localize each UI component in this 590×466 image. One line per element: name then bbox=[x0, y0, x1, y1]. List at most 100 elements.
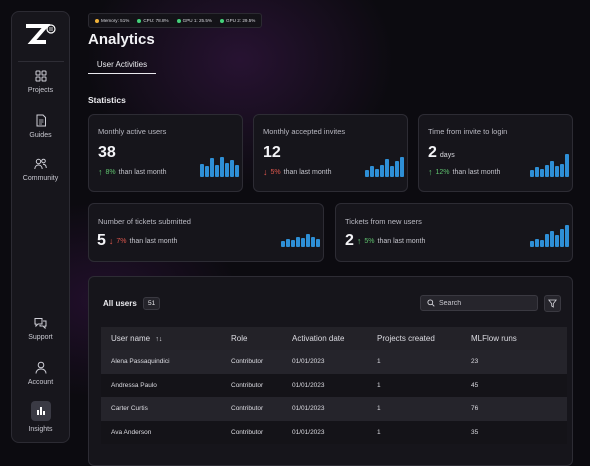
panel-title: All users bbox=[103, 299, 137, 308]
memory-usage: Memory: 51% bbox=[95, 18, 129, 23]
sidebar-item-label: Projects bbox=[27, 87, 54, 94]
cell-role: Contributor bbox=[231, 350, 292, 374]
sparkline-chart bbox=[365, 153, 404, 177]
sidebar-item-insights[interactable]: Insights bbox=[12, 401, 69, 433]
stat-card-monthly-active-users: Monthly active users 38 ↑ 8% than last m… bbox=[88, 114, 243, 192]
stat-trend: ↑ 12% than last month bbox=[428, 168, 500, 177]
gpu2-usage: GPU 2: 29.5% bbox=[220, 18, 255, 23]
cell-activation-date: 01/01/2023 bbox=[292, 350, 377, 374]
sparkline-bar bbox=[301, 238, 305, 247]
cell-projects-created: 1 bbox=[377, 350, 471, 374]
grid-icon bbox=[35, 70, 46, 82]
cell-projects-created: 1 bbox=[377, 373, 471, 397]
cell-role: Contributor bbox=[231, 373, 292, 397]
gpu1-usage: GPU 1: 25.5% bbox=[176, 18, 212, 23]
user-count-badge: 51 bbox=[143, 297, 161, 310]
section-title: Statistics bbox=[88, 95, 126, 105]
search-box[interactable] bbox=[420, 295, 538, 311]
table-row[interactable]: Carter Curtis Contributor 01/01/2023 1 7… bbox=[101, 397, 567, 421]
sparkline-bar bbox=[560, 164, 564, 177]
sparkline-bar bbox=[545, 165, 549, 177]
sidebar: Projects Guides Community Support Accoun… bbox=[11, 11, 70, 443]
table-row[interactable]: Alena Passaquindici Contributor 01/01/20… bbox=[101, 350, 567, 374]
stat-title: Monthly accepted invites bbox=[263, 127, 346, 136]
cell-mlflow-runs: 23 bbox=[471, 350, 567, 374]
sparkline-bar bbox=[296, 237, 300, 247]
cell-mlflow-runs: 35 bbox=[471, 420, 567, 444]
cell-role: Contributor bbox=[231, 397, 292, 421]
sidebar-item-label: Insights bbox=[28, 426, 53, 433]
sparkline-bar bbox=[210, 158, 214, 177]
column-header-role: Role bbox=[231, 327, 292, 350]
sparkline-bar bbox=[385, 159, 389, 177]
user-icon bbox=[35, 361, 46, 374]
sparkline-bar bbox=[565, 225, 569, 247]
stat-number: 2 bbox=[428, 144, 437, 161]
status-dot bbox=[137, 18, 142, 23]
cell-user-name: Andressa Paulo bbox=[101, 373, 231, 397]
cell-mlflow-runs: 76 bbox=[471, 397, 567, 421]
search-icon bbox=[427, 299, 435, 307]
sparkline-chart bbox=[200, 153, 239, 177]
arrow-up-icon: ↑ bbox=[356, 235, 362, 246]
sparkline-bar bbox=[370, 166, 374, 177]
sidebar-item-community[interactable]: Community bbox=[12, 158, 69, 182]
sidebar-item-support[interactable]: Support bbox=[12, 317, 69, 341]
sparkline-bar bbox=[235, 165, 239, 177]
status-dot bbox=[220, 18, 224, 23]
brand-logo bbox=[26, 24, 56, 44]
cell-activation-date: 01/01/2023 bbox=[292, 420, 377, 444]
sparkline-bar bbox=[306, 234, 310, 247]
column-header-activation-date: Activation date bbox=[292, 327, 377, 350]
trend-suffix: than last month bbox=[283, 169, 332, 176]
sparkline-bar bbox=[316, 239, 320, 247]
stat-card-tickets-new-users: Tickets from new users 2 ↑ 5% than last … bbox=[335, 203, 573, 262]
sparkline-bar bbox=[565, 154, 569, 177]
support-chat-icon bbox=[34, 318, 47, 329]
stat-card-time-invite-to-login: Time from invite to login 2 days ↑ 12% th… bbox=[418, 114, 573, 192]
sparkline-chart bbox=[530, 224, 569, 247]
people-icon bbox=[34, 158, 47, 170]
status-dot bbox=[95, 18, 99, 23]
trend-suffix: than last month bbox=[118, 169, 167, 176]
bar-chart-icon bbox=[36, 407, 45, 415]
trend-percent: 5% bbox=[364, 237, 375, 245]
sort-icon[interactable]: ↑↓ bbox=[155, 336, 163, 343]
sparkline-bar bbox=[540, 240, 544, 247]
filter-button[interactable] bbox=[544, 295, 561, 312]
active-indicator bbox=[30, 401, 51, 421]
column-header-user-name[interactable]: User name ↑↓ bbox=[101, 327, 231, 350]
resource-usage-bar: Memory: 51% CPU: 78.8% GPU 1: 25.5% GPU … bbox=[88, 13, 263, 28]
sparkline-bar bbox=[200, 164, 204, 177]
trend-suffix: than last month bbox=[452, 169, 501, 176]
trend-percent: 8% bbox=[105, 169, 116, 176]
table-row[interactable]: Ava Anderson Contributor 01/01/2023 1 35 bbox=[101, 420, 567, 444]
arrow-up-icon: ↑ bbox=[98, 167, 103, 177]
sparkline-bar bbox=[225, 163, 229, 177]
sparkline-bar bbox=[375, 169, 379, 177]
trend-percent: 12% bbox=[435, 169, 450, 176]
trend-suffix: than last month bbox=[377, 237, 426, 245]
sidebar-item-guides[interactable]: Guides bbox=[12, 114, 69, 139]
cell-projects-created: 1 bbox=[377, 420, 471, 444]
sidebar-item-account[interactable]: Account bbox=[12, 361, 69, 386]
stat-title: Monthly active users bbox=[98, 127, 167, 136]
arrow-up-icon: ↑ bbox=[428, 167, 433, 177]
stat-trend: ↑ 8% than last month bbox=[98, 168, 167, 177]
stat-title: Tickets from new users bbox=[345, 217, 422, 226]
arrow-down-icon: ↓ bbox=[263, 167, 268, 177]
table-header-row: User name ↑↓ Role Activation date Projec… bbox=[101, 327, 567, 350]
search-input[interactable] bbox=[439, 299, 529, 307]
sparkline-bar bbox=[390, 166, 394, 177]
trend-percent: 5% bbox=[270, 169, 281, 176]
arrow-down-icon: ↓ bbox=[108, 235, 114, 246]
stat-title: Number of tickets submitted bbox=[98, 217, 191, 226]
stat-card-monthly-accepted-invites: Monthly accepted invites 12 ↓ 5% than la… bbox=[253, 114, 408, 192]
sparkline-bar bbox=[220, 157, 224, 177]
cell-user-name: Ava Anderson bbox=[101, 420, 231, 444]
sparkline-bar bbox=[311, 237, 315, 247]
table-row[interactable]: Andressa Paulo Contributor 01/01/2023 1 … bbox=[101, 373, 567, 397]
tab-user-activities[interactable]: User Activities bbox=[88, 60, 156, 74]
sidebar-item-projects[interactable]: Projects bbox=[12, 70, 69, 94]
sparkline-bar bbox=[286, 239, 290, 247]
